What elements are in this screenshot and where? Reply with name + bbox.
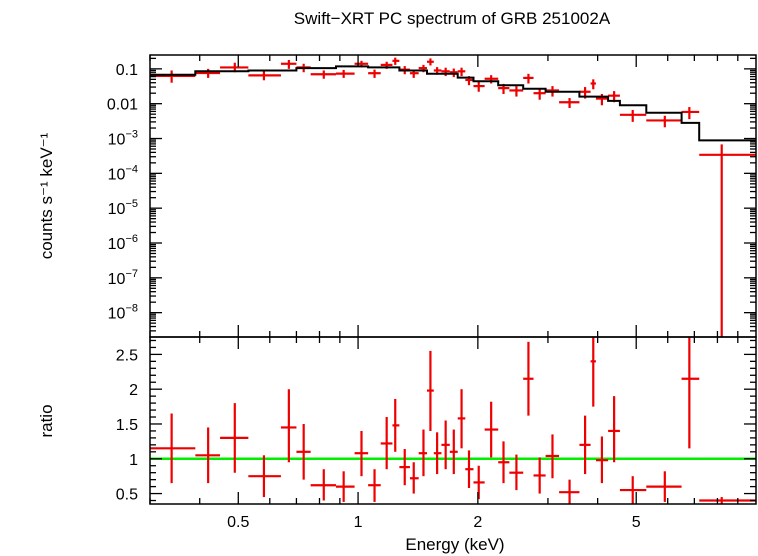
ratio-plot-frame [149, 336, 757, 505]
ratio-data-point [484, 401, 499, 458]
spectrum-data-point [150, 70, 196, 83]
ratio-data-point [590, 337, 596, 407]
ratio-data-point [608, 396, 620, 463]
spectrum-data-point [335, 69, 355, 78]
x-tick-label: 1 [354, 514, 363, 531]
ratio-data-point [699, 497, 756, 504]
spectrum-data-point [248, 71, 281, 81]
ratio-data-point [509, 454, 524, 491]
spectrum-data-point [310, 70, 336, 79]
spectrum-data-point [523, 73, 534, 84]
ratio-data-point [195, 427, 221, 484]
ratio-data-point [441, 420, 450, 470]
ratio-data-point [545, 434, 560, 479]
spectrum-data-point [195, 68, 221, 78]
spectrum-y-tick-label: 10−4 [108, 163, 138, 183]
spectrum-data-point [441, 67, 450, 77]
ratio-data-point [296, 423, 311, 480]
spectrum-plot-frame [149, 54, 757, 338]
ratio-data-point [533, 457, 546, 494]
spectrum-y-tick-label: 10−8 [108, 303, 138, 323]
ratio-data-point [473, 465, 485, 500]
spectrum-y-tick-label: 0.1 [116, 62, 138, 79]
spectrum-data-point [559, 98, 580, 109]
spectrum-y-tick-label: 10−6 [108, 233, 138, 253]
x-axis-label: Energy (keV) [405, 535, 504, 554]
ratio-data-point [498, 441, 510, 484]
spectrum-data-point [619, 109, 647, 122]
ratio-data-point [619, 476, 647, 504]
spectrum-panel: 0.1 0.01 10−3 10−4 10−5 10−6 10−7 10−8 [107, 54, 757, 338]
x-tick-label: 2 [473, 514, 482, 531]
chart-title: Swift−XRT PC spectrum of GRB 251002A [294, 9, 611, 28]
spectrum-data-point [368, 69, 381, 78]
ratio-tick-layer: 0.5 1 2 5 0.5 1 1.5 2 2.5 [116, 337, 756, 531]
spectrum-data-point [509, 86, 524, 97]
ratio-y-tick-label: 1.5 [116, 417, 138, 434]
ratio-data-point [280, 389, 297, 463]
spectrum-data-point [590, 79, 596, 90]
ratio-y-tick-label: 1 [129, 452, 138, 469]
ratio-data-point [457, 389, 466, 449]
ratio-data-point [418, 429, 427, 477]
spectrum-data-point [457, 67, 466, 77]
ratio-data-point [595, 436, 609, 484]
spectrum-data-layer [150, 57, 756, 337]
ratio-data-point [646, 471, 682, 502]
ratio-data-point [380, 417, 393, 470]
ratio-data-point [523, 341, 534, 416]
spectrum-data-point [533, 88, 546, 100]
ratio-y-tick-label: 0.5 [116, 487, 138, 504]
spectrum-y-tick-label: 10−5 [108, 198, 138, 218]
ratio-data-point [392, 398, 400, 452]
ratio-y-axis-label: ratio [37, 404, 56, 437]
spectrum-model-layer [150, 65, 756, 142]
ratio-data-point [220, 403, 249, 473]
spectrum-y-tick-label: 0.01 [107, 97, 138, 114]
spectrum-data-point [392, 57, 400, 65]
ratio-panel: 0.5 1 2 5 0.5 1 1.5 2 2.5 [116, 336, 757, 531]
ratio-data-point [399, 449, 410, 486]
x-tick-label: 5 [632, 514, 641, 531]
spectrum-y-tick-label: 10−7 [108, 268, 138, 288]
ratio-data-point [248, 455, 281, 498]
spectrum-tick-layer: 0.1 0.01 10−3 10−4 10−5 10−6 10−7 10−8 [107, 55, 756, 337]
spectrum-data-point [681, 107, 700, 120]
ratio-data-point [368, 469, 381, 502]
ratio-data-point [310, 469, 336, 501]
ratio-y-tick-label: 2 [129, 382, 138, 399]
spectrum-y-axis-label: counts s⁻¹ keV⁻¹ [37, 132, 56, 259]
spectrum-data-point [699, 144, 756, 337]
ratio-data-point [449, 429, 458, 475]
spectrum-data-point [473, 81, 485, 92]
model-step-line [150, 65, 756, 142]
x-tick-label: 0.5 [227, 514, 249, 531]
ratio-data-point [150, 413, 196, 484]
ratio-data-layer [150, 337, 756, 504]
ratio-data-point [559, 479, 580, 504]
ratio-data-point [579, 415, 591, 475]
ratio-data-point [426, 350, 434, 431]
ratio-data-point [354, 430, 369, 477]
ratio-data-point [681, 337, 700, 449]
ratio-data-point [465, 450, 474, 488]
ratio-data-point [409, 462, 419, 494]
ratio-data-point [335, 471, 355, 502]
ratio-data-point [433, 432, 442, 475]
spectrum-data-point [646, 115, 682, 128]
spectrum-data-point [426, 58, 434, 66]
spectrum-y-tick-label: 10−3 [108, 129, 138, 149]
spectrum-data-point [280, 59, 297, 69]
ratio-y-tick-label: 2.5 [116, 347, 138, 364]
